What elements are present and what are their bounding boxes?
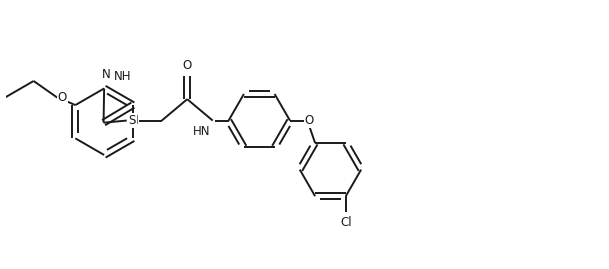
Text: S: S [128, 114, 136, 127]
Text: H: H [112, 72, 120, 82]
Text: N: N [130, 114, 138, 127]
Text: O: O [58, 91, 67, 104]
Text: Cl: Cl [340, 216, 351, 229]
Text: O: O [183, 59, 192, 72]
Text: N: N [102, 68, 111, 81]
Text: NH: NH [113, 70, 131, 83]
Text: HN: HN [193, 125, 211, 138]
Text: O: O [304, 114, 314, 127]
